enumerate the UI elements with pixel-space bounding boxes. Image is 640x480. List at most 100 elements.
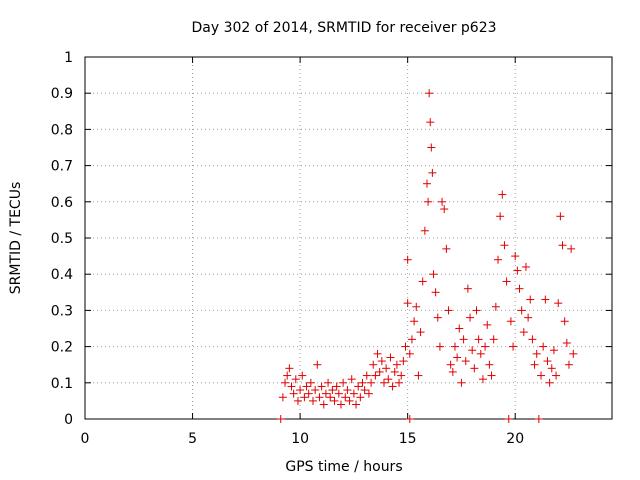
data-point	[440, 205, 449, 214]
data-point	[564, 360, 573, 369]
data-point	[324, 378, 333, 387]
data-point	[429, 270, 438, 279]
data-point	[336, 400, 345, 409]
chart-title: Day 302 of 2014, SRMTID for receiver p62…	[191, 20, 496, 36]
grid-lines	[85, 57, 612, 419]
data-point	[296, 386, 305, 395]
data-point	[315, 393, 324, 402]
data-point	[506, 317, 515, 326]
data-point	[362, 371, 371, 380]
data-point	[567, 244, 576, 253]
data-point	[416, 328, 425, 337]
data-point	[478, 375, 487, 384]
data-point	[349, 389, 358, 398]
data-point	[498, 190, 507, 199]
data-point	[528, 335, 537, 344]
data-point	[388, 382, 397, 391]
data-point	[543, 357, 552, 366]
data-point	[347, 375, 356, 384]
data-point	[379, 378, 388, 387]
data-point	[330, 396, 339, 405]
data-point	[420, 226, 429, 235]
data-point	[332, 382, 341, 391]
x-tick-label: 20	[506, 431, 524, 447]
data-point	[562, 338, 571, 347]
y-tick-label: 0.2	[51, 340, 73, 356]
data-point	[500, 241, 509, 250]
data-point	[300, 393, 309, 402]
data-point	[395, 378, 404, 387]
data-point	[547, 364, 556, 373]
data-point	[483, 320, 492, 329]
data-point	[519, 328, 528, 337]
data-point	[459, 335, 468, 344]
data-point	[306, 378, 315, 387]
data-point	[481, 342, 490, 351]
x-tick-label: 15	[399, 431, 417, 447]
x-tick-label: 0	[81, 431, 90, 447]
data-point	[304, 389, 313, 398]
data-point	[541, 295, 550, 304]
y-tick-label: 0.4	[51, 267, 73, 283]
data-point	[509, 342, 518, 351]
data-point	[489, 335, 498, 344]
data-point	[281, 378, 290, 387]
data-point	[423, 179, 432, 188]
data-point	[438, 197, 447, 206]
y-tick-label: 0.3	[51, 303, 73, 319]
data-point	[448, 367, 457, 376]
data-point	[427, 143, 436, 152]
y-tick-label: 0.9	[51, 86, 73, 102]
data-point	[328, 386, 337, 395]
data-point	[424, 197, 433, 206]
data-point	[367, 378, 376, 387]
data-point	[496, 212, 505, 221]
data-point	[276, 415, 285, 423]
y-tick-label: 0.7	[51, 159, 73, 175]
data-point	[414, 371, 423, 380]
y-tick-label: 0.5	[51, 231, 73, 247]
data-point	[407, 335, 416, 344]
data-point	[476, 349, 485, 358]
data-point	[369, 360, 378, 369]
y-tick-label: 0.6	[51, 195, 73, 211]
data-point	[377, 357, 386, 366]
data-point	[285, 364, 294, 373]
data-point	[556, 212, 565, 221]
data-point	[384, 375, 393, 384]
data-point	[526, 295, 535, 304]
data-point	[343, 386, 352, 395]
data-point	[373, 349, 382, 358]
data-point	[375, 367, 384, 376]
data-point	[513, 266, 522, 275]
data-point	[569, 349, 578, 358]
data-point	[552, 371, 561, 380]
data-point	[326, 393, 335, 402]
data-point	[345, 396, 354, 405]
data-point	[450, 342, 459, 351]
data-point	[418, 277, 427, 286]
data-point	[463, 284, 472, 293]
data-point	[487, 371, 496, 380]
data-point	[521, 262, 530, 271]
data-point	[504, 415, 513, 423]
data-point	[364, 389, 373, 398]
data-point	[428, 168, 437, 177]
data-point	[532, 349, 541, 358]
data-point	[470, 364, 479, 373]
data-point	[311, 386, 320, 395]
data-point	[403, 299, 412, 308]
data-point	[298, 371, 307, 380]
data-point	[354, 382, 363, 391]
data-point	[410, 317, 419, 326]
data-point	[534, 415, 543, 423]
data-point	[302, 382, 311, 391]
data-point	[446, 360, 455, 369]
data-point	[493, 255, 502, 264]
data-point	[444, 306, 453, 315]
data-point	[545, 378, 554, 387]
data-point	[435, 342, 444, 351]
data-point	[491, 302, 500, 311]
data-point	[278, 393, 287, 402]
y-tick-label: 0.1	[51, 376, 73, 392]
